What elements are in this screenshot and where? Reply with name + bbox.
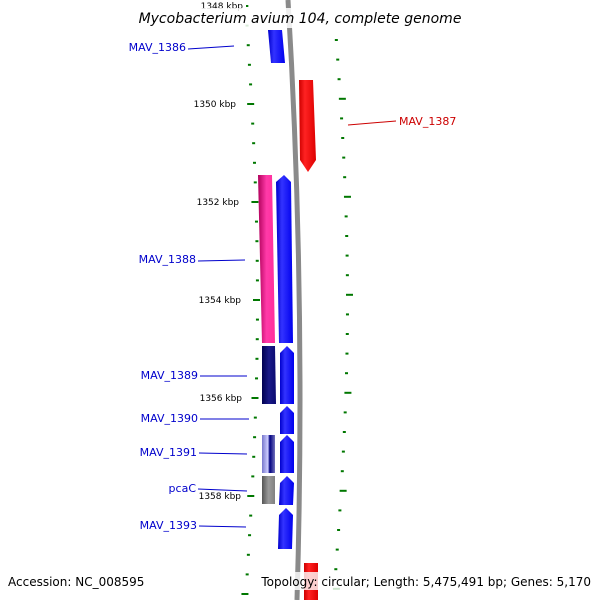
tick-mark (253, 416, 257, 419)
tick-mark (345, 352, 349, 355)
tick-mark (247, 103, 255, 105)
gene-MAV_1388-arrow[interactable] (276, 175, 293, 343)
tick-mark (342, 156, 346, 159)
tick-mark (255, 377, 259, 380)
tick-mark (255, 357, 259, 360)
leader-MAV_1386 (187, 45, 235, 50)
tick-mark (251, 397, 259, 399)
tick-mark (249, 514, 253, 517)
tick-mark (344, 215, 348, 218)
cds-MAV_1388-feature[interactable] (258, 175, 275, 343)
gene-label-MAV_1393[interactable]: MAV_1393 (140, 519, 197, 532)
tick-marks (241, 5, 353, 595)
cds-MAV_1389-feature[interactable] (262, 346, 276, 404)
tick-mark (343, 411, 347, 414)
tick-mark (247, 495, 255, 497)
gene-label-MAV_1387[interactable]: MAV_1387 (399, 115, 456, 128)
tick-mark (345, 333, 349, 335)
tick-mark (248, 534, 252, 537)
map-title: Mycobacterium avium 104, complete genome (139, 11, 462, 27)
gene-MAV_1386-arrow[interactable] (268, 30, 285, 63)
tick-mark (255, 279, 259, 282)
leader-pcaC (197, 488, 248, 492)
tick-mark (341, 137, 345, 139)
cds-MAV_1391-feature[interactable] (262, 435, 275, 473)
accession-text: Accession: NC_008595 (8, 575, 144, 589)
kbp-label: 1356 kbp (200, 394, 243, 404)
gene-MAV_1387-arrow[interactable] (299, 80, 316, 172)
leader-MAV_1388 (197, 259, 246, 262)
tick-mark (249, 83, 253, 86)
tick-mark (345, 313, 349, 316)
tick-mark (246, 44, 250, 47)
leader-lines (187, 45, 397, 528)
cds-pcaC-feature[interactable] (262, 476, 275, 504)
tick-mark (247, 63, 251, 66)
tick-mark (344, 391, 352, 394)
gene-labels: MAV_1386 MAV_1387 MAV_1388 MAV_1389 MAV_… (129, 41, 457, 532)
kbp-label: 1354 kbp (199, 296, 242, 306)
tick-mark (245, 573, 249, 576)
gene-label-MAV_1389[interactable]: MAV_1389 (141, 369, 198, 382)
gene-label-MAV_1391[interactable]: MAV_1391 (140, 446, 197, 459)
tick-mark (338, 97, 346, 100)
tick-mark (254, 220, 258, 223)
tick-mark (334, 568, 338, 571)
kbp-label: 1348 kbp (201, 2, 244, 12)
kbp-label: 1358 kbp (199, 492, 242, 502)
tick-mark (341, 450, 345, 453)
tick-mark (340, 470, 344, 473)
tick-mark (252, 142, 256, 145)
tick-mark (252, 455, 256, 458)
tick-mark (345, 293, 353, 296)
gene-label-MAV_1386[interactable]: MAV_1386 (129, 41, 186, 54)
tick-mark (251, 122, 255, 125)
features (258, 30, 318, 600)
leader-MAV_1391 (198, 452, 248, 455)
tick-mark (342, 431, 346, 433)
tick-mark (253, 436, 257, 439)
gene-MAV_1390-arrow[interactable] (280, 406, 294, 434)
gene-label-pcaC[interactable]: pcaC (169, 482, 197, 495)
tick-mark (255, 259, 259, 262)
tick-mark (246, 553, 250, 556)
tick-mark (345, 235, 349, 237)
leader-MAV_1393 (198, 525, 247, 528)
topology-text: Topology: circular; Length: 5,475,491 bp… (260, 575, 591, 589)
tick-mark (241, 593, 249, 595)
tick-mark (343, 195, 351, 198)
kbp-label: 1352 kbp (197, 198, 240, 208)
tick-mark (255, 240, 259, 243)
tick-mark (251, 201, 259, 203)
tick-mark (335, 548, 339, 551)
tick-mark (345, 254, 349, 257)
leader-MAV_1387 (347, 120, 397, 126)
tick-mark (255, 318, 259, 321)
gene-MAV_1389-arrow[interactable] (280, 346, 294, 404)
tick-mark (343, 176, 347, 179)
tick-mark (338, 509, 342, 512)
kbp-label: 1350 kbp (194, 100, 237, 110)
tick-mark (345, 274, 349, 277)
tick-mark (340, 117, 344, 120)
gene-MAV_1393-arrow[interactable] (278, 508, 293, 549)
tick-mark (336, 58, 340, 61)
tick-mark (334, 39, 338, 41)
tick-mark (337, 78, 341, 81)
kbp-scale: 1348 kbp 1350 kbp 1352 kbp 1354 kbp 1356… (194, 0, 246, 502)
tick-mark (252, 299, 260, 301)
tick-mark (345, 372, 349, 375)
tick-mark (252, 161, 256, 164)
tick-mark (339, 489, 347, 492)
gene-label-MAV_1390[interactable]: MAV_1390 (141, 412, 198, 425)
gene-MAV_1391-arrow[interactable] (280, 435, 294, 473)
tick-mark (251, 475, 255, 478)
gene-label-MAV_1388[interactable]: MAV_1388 (139, 253, 196, 266)
genome-backbone (285, 0, 303, 600)
tick-mark (253, 181, 257, 184)
tick-mark (255, 338, 259, 341)
tick-mark (337, 529, 341, 531)
gene-pcaC-arrow[interactable] (279, 476, 294, 505)
